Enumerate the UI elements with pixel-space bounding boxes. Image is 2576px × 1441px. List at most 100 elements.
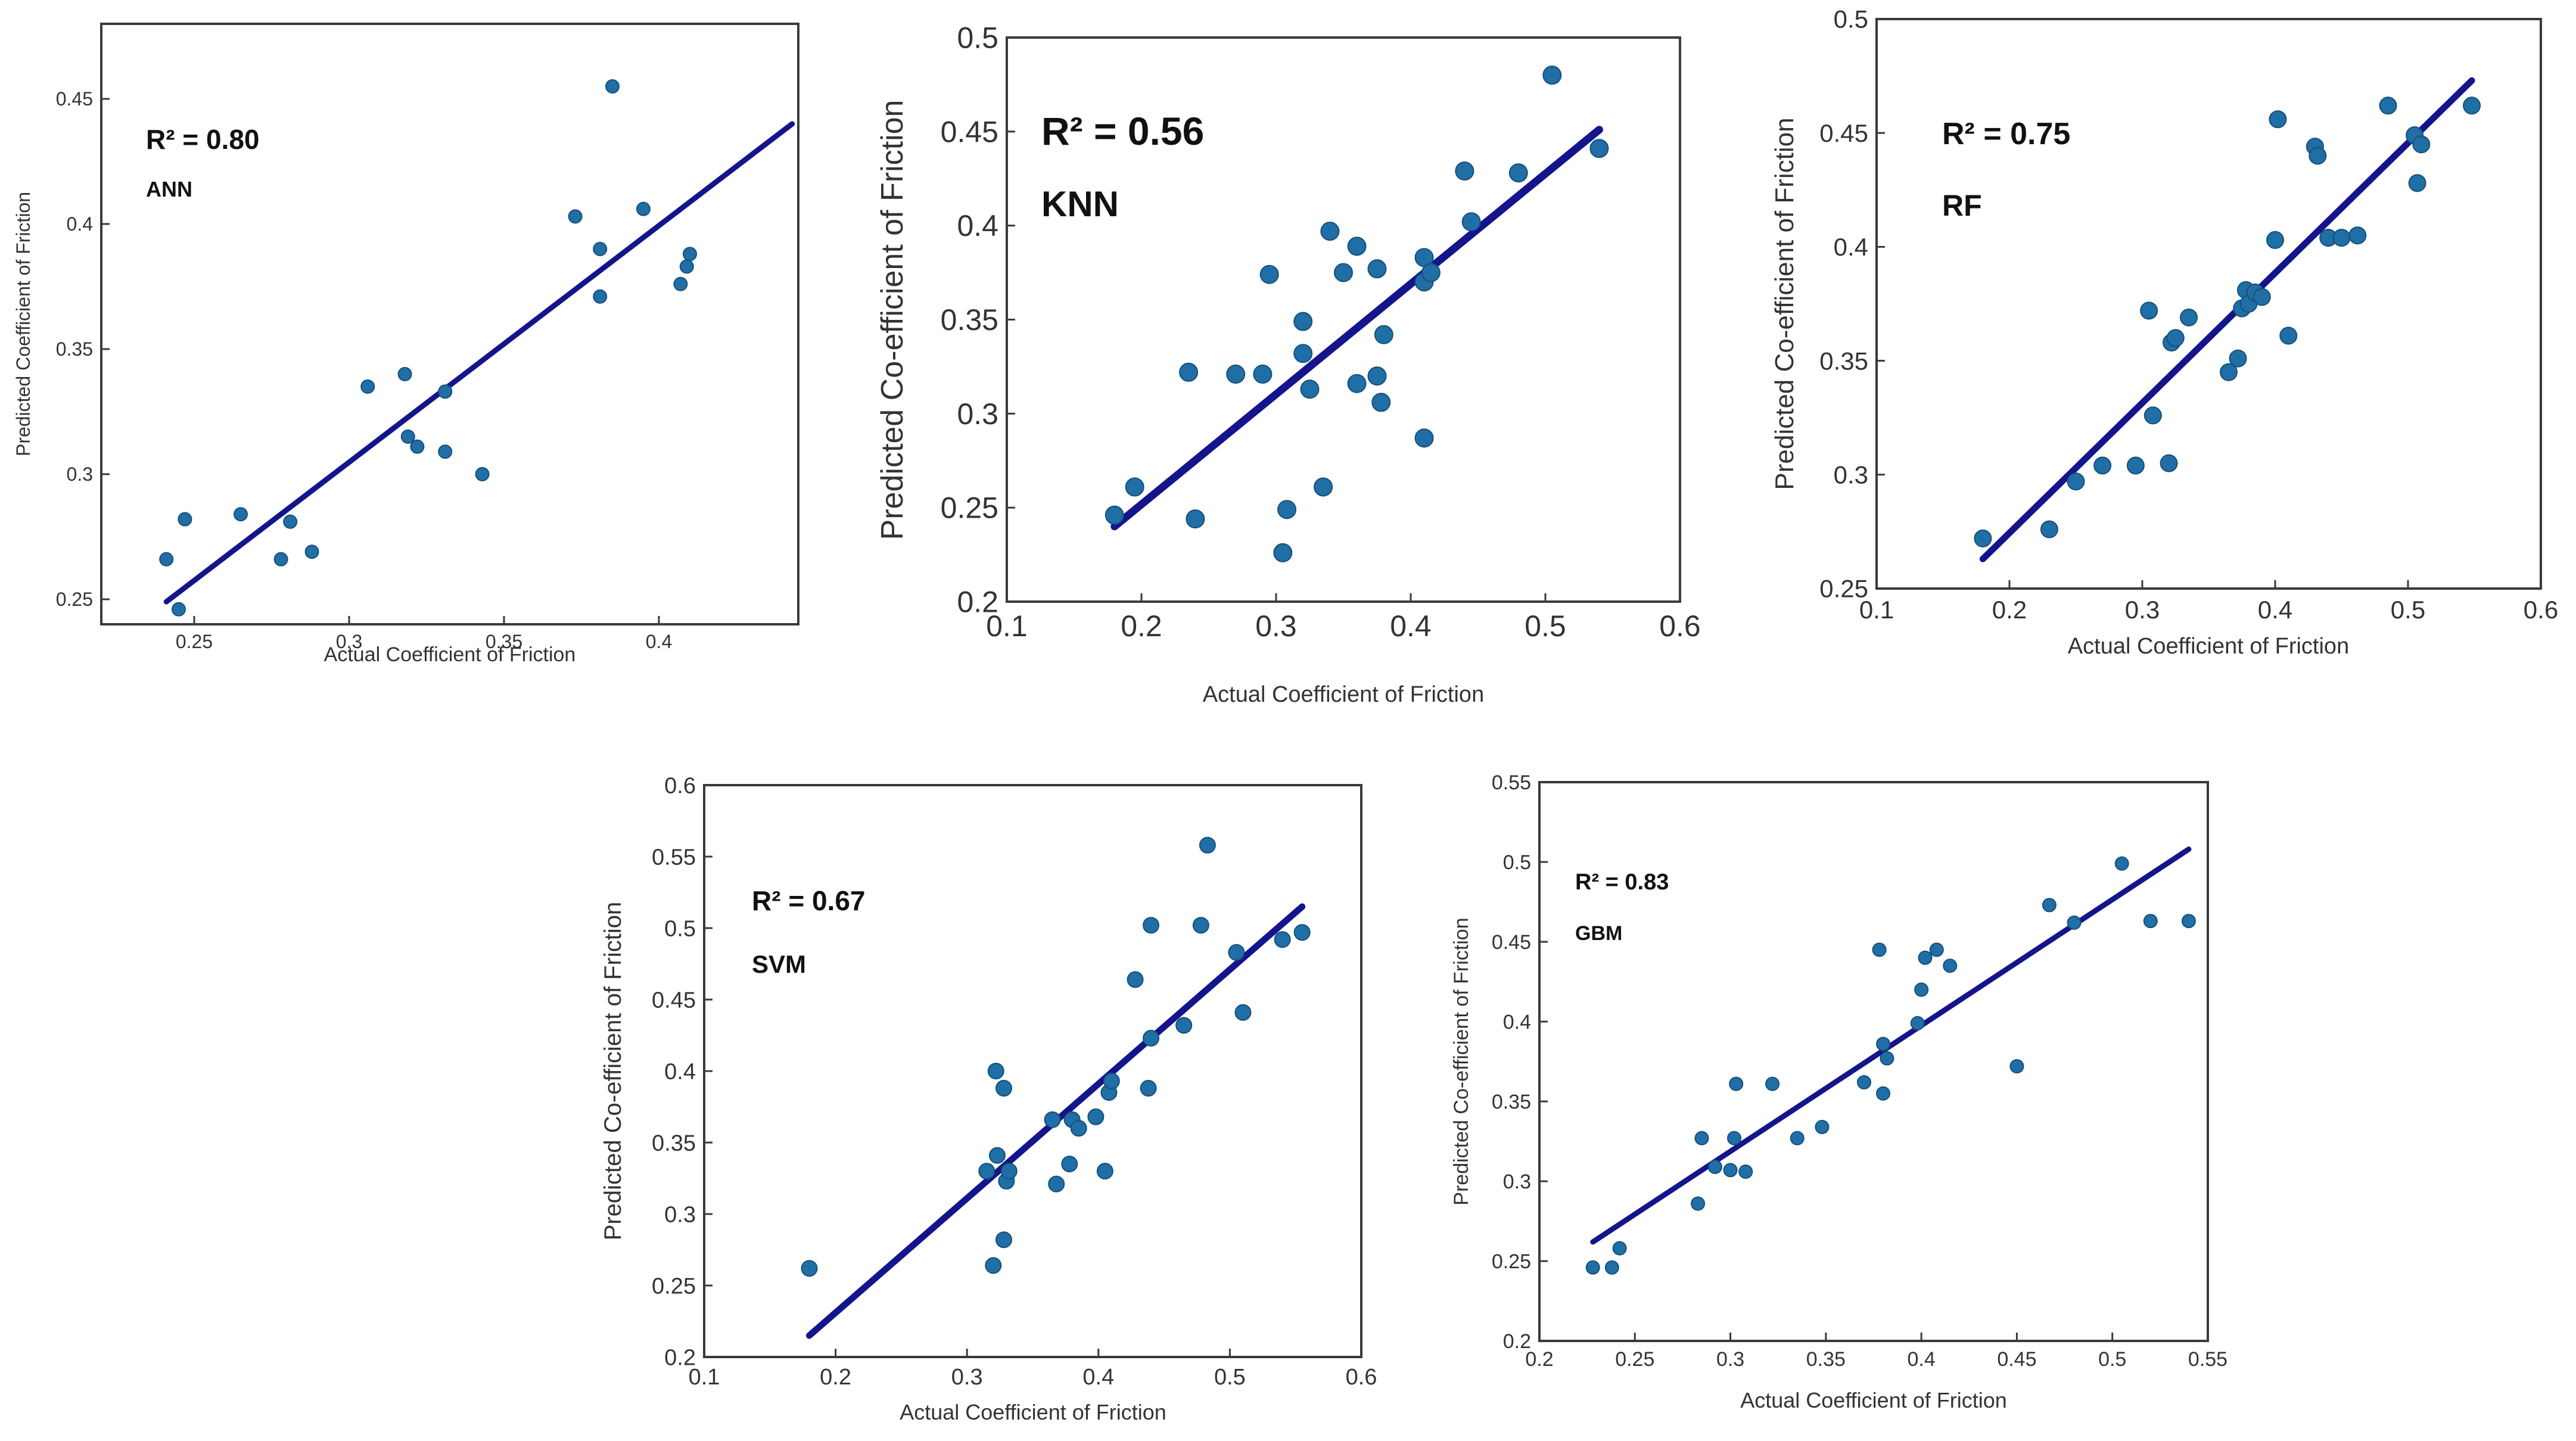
- panel-ann: 0.25 0.3 0.35 0.4 0.25 0.3 0.35 0.4 0.45 R² = 0…: [13, 23, 799, 666]
- data-point: [1880, 1051, 1894, 1066]
- data-point: [673, 276, 688, 291]
- x-tick-label: 0.3: [2125, 596, 2160, 624]
- y-tick-label: 0.45: [56, 88, 93, 110]
- data-point: [1061, 1156, 1078, 1172]
- data-point: [2126, 456, 2145, 475]
- data-point: [1186, 509, 1205, 529]
- data-point: [1790, 1131, 1805, 1146]
- data-point: [1856, 1075, 1871, 1090]
- x-tick-label: 0.4: [1908, 1348, 1936, 1371]
- data-point: [1585, 1260, 1600, 1275]
- x-axis-label: Actual Coefficient of Friction: [1740, 1388, 2007, 1412]
- data-point: [1179, 362, 1199, 382]
- x-tick-label: 0.5: [1525, 609, 1566, 643]
- data-point: [2412, 135, 2431, 154]
- x-tick-label: 0.3: [1255, 609, 1297, 643]
- data-point: [1371, 393, 1391, 412]
- data-point: [801, 1260, 818, 1277]
- data-point: [1175, 1017, 1193, 1034]
- r-squared-label: R² = 0.67: [752, 885, 866, 916]
- r-squared-label: R² = 0.56: [1041, 109, 1204, 153]
- plot-area-frame: [100, 23, 799, 625]
- y-tick-label: 0.4: [67, 213, 93, 235]
- y-tick-label: 0.25: [941, 491, 998, 525]
- data-point: [1876, 1037, 1891, 1051]
- data-point: [1914, 982, 1929, 997]
- regression-line: [1979, 77, 2475, 562]
- data-point: [234, 507, 248, 522]
- y-tick-label: 0.45: [941, 115, 998, 148]
- data-point: [1259, 264, 1279, 284]
- x-tick-label: 0.3: [1716, 1348, 1744, 1371]
- data-point: [1044, 1111, 1061, 1128]
- model-label: ANN: [146, 177, 192, 201]
- r-squared-label: R² = 0.83: [1575, 870, 1669, 895]
- y-tick-label: 0.2: [664, 1345, 696, 1370]
- x-tick-label: 0.35: [1806, 1348, 1846, 1371]
- x-tick-label: 0.4: [2258, 596, 2292, 624]
- y-axis-label: Predicted Co-efficient of Friction: [1450, 917, 1473, 1205]
- data-point: [2253, 288, 2271, 306]
- y-tick-label: 0.5: [664, 916, 696, 941]
- data-point: [2180, 308, 2198, 326]
- data-point: [1918, 950, 1933, 965]
- data-point: [159, 552, 174, 567]
- data-point: [1461, 212, 1481, 232]
- y-tick-label: 0.45: [1819, 119, 1868, 147]
- data-point: [1228, 944, 1245, 961]
- data-point: [397, 367, 412, 381]
- y-tick-label: 0.6: [664, 773, 696, 798]
- panel-gbm: 0.2 0.25 0.3 0.35 0.4 0.45 0.5 0.55 0.2 0.25 0.3 0…: [1450, 771, 2227, 1412]
- data-point: [593, 289, 608, 304]
- data-point: [1367, 259, 1387, 279]
- data-point: [1300, 379, 1320, 399]
- x-tick-label: 0.2: [1992, 596, 2027, 624]
- y-axis-label: Predicted Co-efficient of Friction: [600, 902, 626, 1240]
- data-point: [1293, 344, 1313, 363]
- data-point: [2229, 349, 2247, 368]
- data-point: [1729, 1076, 1744, 1091]
- data-point: [1604, 1260, 1619, 1275]
- data-point: [2408, 174, 2426, 192]
- data-point: [2042, 898, 2057, 913]
- data-point: [995, 1231, 1012, 1249]
- y-axis-label: Predicted Coefficient of Friction: [13, 192, 34, 456]
- data-point: [273, 552, 288, 567]
- data-point: [178, 512, 192, 527]
- data-point: [1455, 161, 1474, 181]
- data-point: [1314, 477, 1333, 497]
- y-tick-label: 0.3: [664, 1202, 696, 1227]
- data-point: [400, 430, 415, 444]
- y-tick-label: 0.35: [941, 303, 998, 337]
- data-point: [1274, 931, 1291, 948]
- x-tick-label: 0.6: [1346, 1365, 1377, 1390]
- data-point: [2160, 454, 2178, 472]
- data-point: [1612, 1241, 1627, 1256]
- r-squared-label: R² = 0.80: [146, 124, 260, 155]
- y-tick-label: 0.5: [1503, 851, 1531, 874]
- y-tick-label: 0.35: [1819, 347, 1868, 375]
- data-point: [1105, 505, 1124, 525]
- data-point: [2348, 226, 2367, 245]
- y-tick-label: 0.4: [957, 209, 998, 242]
- data-point: [1125, 477, 1144, 497]
- data-point: [1421, 263, 1441, 282]
- data-point: [605, 79, 620, 94]
- y-tick-label: 0.25: [652, 1274, 696, 1299]
- data-point: [2093, 456, 2112, 475]
- x-tick-label: 0.4: [1082, 1365, 1114, 1390]
- data-point: [1876, 1086, 1891, 1101]
- regression-line: [163, 121, 795, 605]
- data-point: [568, 209, 583, 224]
- y-tick-label: 0.25: [1819, 575, 1868, 603]
- x-tick-label: 0.4: [646, 631, 672, 652]
- data-point: [1273, 543, 1293, 562]
- data-point: [438, 384, 453, 399]
- data-point: [995, 1079, 1012, 1097]
- panel-knn: 0.1 0.2 0.3 0.4 0.5 0.6 0.20.250.30.350.40.45…: [875, 21, 1701, 708]
- y-tick-label: 0.2: [957, 586, 998, 619]
- x-tick-label: 0.1: [986, 609, 1028, 643]
- data-point: [683, 247, 697, 262]
- model-label: GBM: [1575, 922, 1622, 945]
